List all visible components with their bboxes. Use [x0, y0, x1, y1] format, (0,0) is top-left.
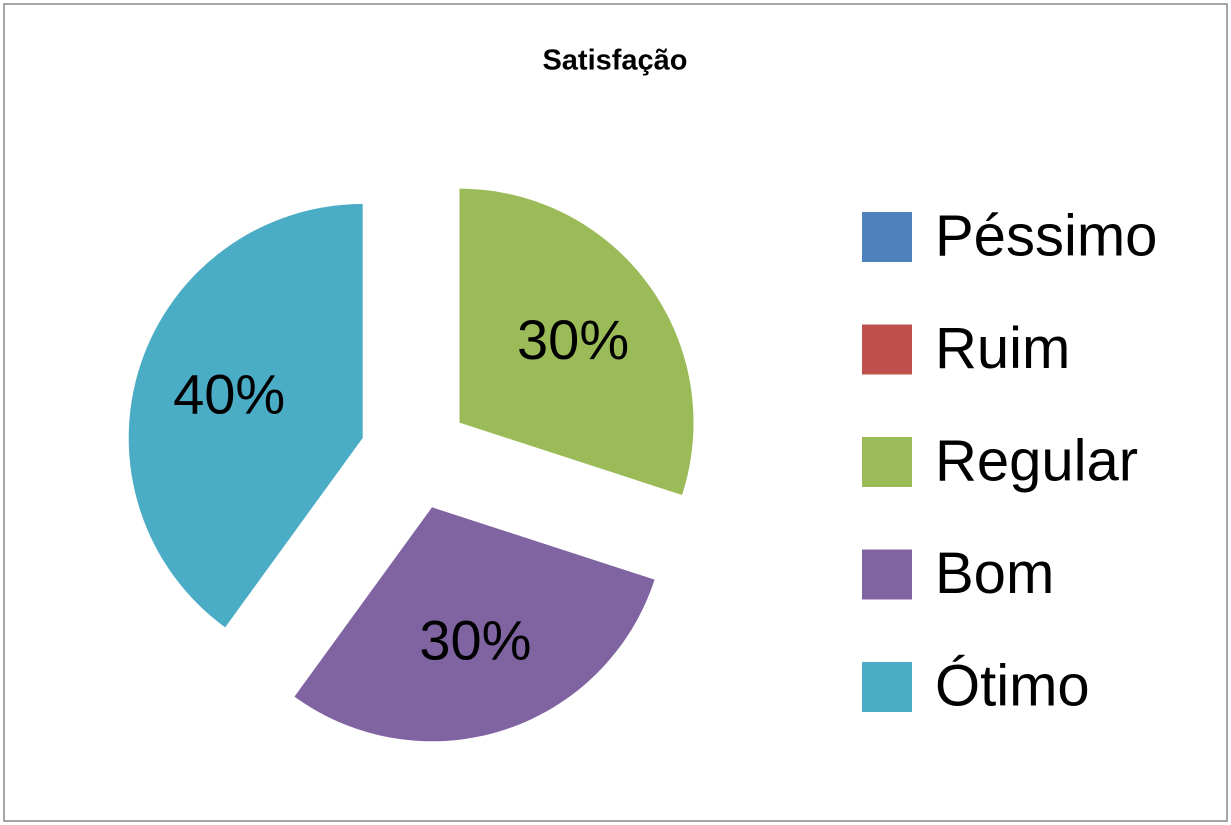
legend-label: Bom	[935, 541, 1054, 606]
data-label: 40%	[173, 362, 285, 425]
legend-swatch	[862, 324, 912, 375]
legend-swatch	[862, 437, 912, 487]
pie-slice	[294, 507, 655, 742]
legend-label: Péssimo	[935, 203, 1157, 268]
data-label: 30%	[419, 609, 531, 672]
legend-label: Ótimo	[935, 653, 1090, 718]
legend-label: Ruim	[935, 316, 1070, 381]
legend-swatch	[862, 549, 912, 600]
data-label: 30%	[517, 308, 629, 371]
legend-label: Regular	[935, 428, 1138, 493]
legend-swatch	[862, 662, 912, 712]
pie-slice	[128, 204, 363, 628]
pie-slice	[459, 188, 694, 495]
chart-title: Satisfação	[542, 45, 687, 77]
legend-swatch	[862, 212, 912, 262]
